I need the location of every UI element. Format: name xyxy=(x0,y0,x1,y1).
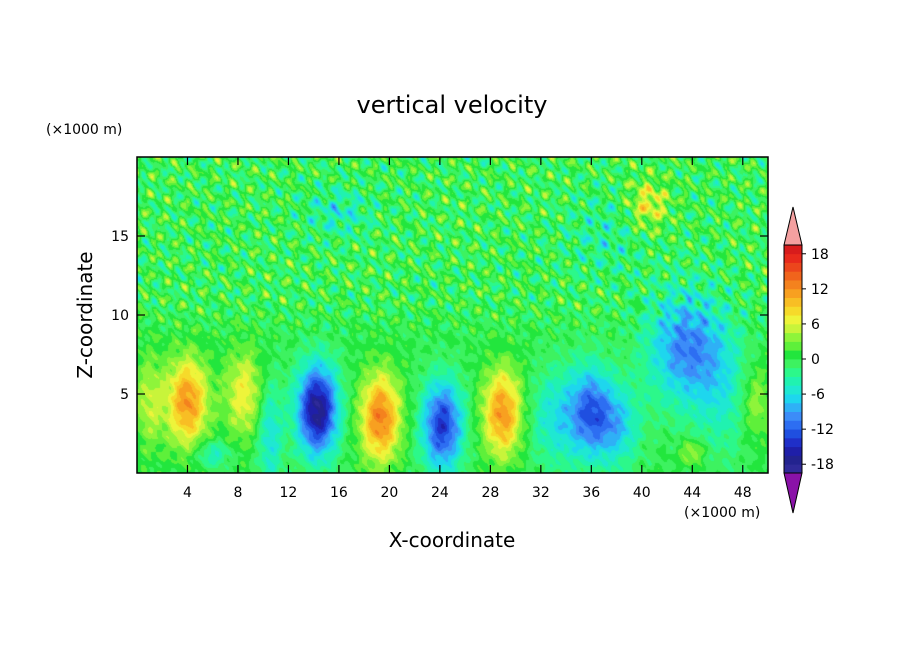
x-tick-label: 40 xyxy=(633,485,651,501)
x-tick-label: 16 xyxy=(330,485,348,501)
colorbar-tick-label: 6 xyxy=(811,317,820,333)
y-unit-label: (×1000 m) xyxy=(46,122,122,138)
colorbar-swatch xyxy=(784,306,802,316)
x-axis: 4 8 12 16 20 24 28 32 36 40 44 48 xyxy=(183,157,752,501)
colorbar-swatch xyxy=(784,341,802,351)
colorbar-swatch xyxy=(784,464,802,474)
y-axis: 5 10 15 xyxy=(111,229,768,403)
contour-field xyxy=(137,157,768,473)
colorbar-tick-label: 0 xyxy=(811,352,820,368)
colorbar-swatch xyxy=(784,315,802,325)
x-axis-label: X-coordinate xyxy=(389,528,516,552)
colorbar-swatch xyxy=(784,280,802,290)
colorbar-over-arrow xyxy=(783,206,803,246)
colorbar-swatch xyxy=(784,245,802,255)
colorbar-swatch xyxy=(784,332,802,342)
x-tick-label: 28 xyxy=(481,485,499,501)
colorbar-tick-label: -12 xyxy=(811,422,834,438)
colorbar-swatch xyxy=(784,420,802,430)
colorbar-swatch xyxy=(784,437,802,448)
colorbar-swatch xyxy=(784,446,802,456)
y-tick-label: 5 xyxy=(120,387,129,403)
colorbar-swatch xyxy=(784,402,802,413)
colorbar-swatch xyxy=(784,385,802,395)
colorbar-swatch xyxy=(784,411,802,421)
x-tick-label: 32 xyxy=(532,485,550,501)
colorbar: 18 12 6 0 -6 -12 -18 xyxy=(783,206,834,514)
colorbar-swatch xyxy=(784,297,802,307)
x-tick-label: 44 xyxy=(683,485,701,501)
colorbar-tick-label: 18 xyxy=(811,247,829,263)
colorbar-swatch xyxy=(784,350,802,360)
colorbar-swatch xyxy=(784,253,802,263)
y-axis-label: Z-coordinate xyxy=(73,251,97,378)
contour-field-image xyxy=(137,157,768,473)
colorbar-swatch xyxy=(784,376,802,386)
x-unit-label: (×1000 m) xyxy=(684,505,760,521)
x-tick-label: 36 xyxy=(582,485,600,501)
x-tick-label: 48 xyxy=(734,485,752,501)
colorbar-swatch xyxy=(784,429,802,439)
colorbar-swatch xyxy=(784,455,802,465)
colorbar-tick-label: 12 xyxy=(811,282,829,298)
y-tick-label: 10 xyxy=(111,308,129,324)
colorbar-tick-label: -18 xyxy=(811,457,834,473)
x-tick-label: 4 xyxy=(183,485,192,501)
y-tick-label: 15 xyxy=(111,229,129,245)
x-tick-label: 12 xyxy=(280,485,298,501)
colorbar-swatch xyxy=(784,262,802,272)
colorbar-tick-label: -6 xyxy=(811,387,825,403)
colorbar-swatch xyxy=(784,271,802,281)
colorbar-swatch xyxy=(784,323,802,334)
colorbar-swatch xyxy=(784,367,802,377)
colorbar-under-arrow xyxy=(783,472,803,514)
x-tick-label: 24 xyxy=(431,485,449,501)
chart-title: vertical velocity xyxy=(357,91,548,119)
x-tick-label: 8 xyxy=(233,485,242,501)
colorbar-swatch xyxy=(784,288,802,299)
colorbar-swatch xyxy=(784,394,802,404)
colorbar-swatch xyxy=(784,359,802,369)
x-tick-label: 20 xyxy=(380,485,398,501)
